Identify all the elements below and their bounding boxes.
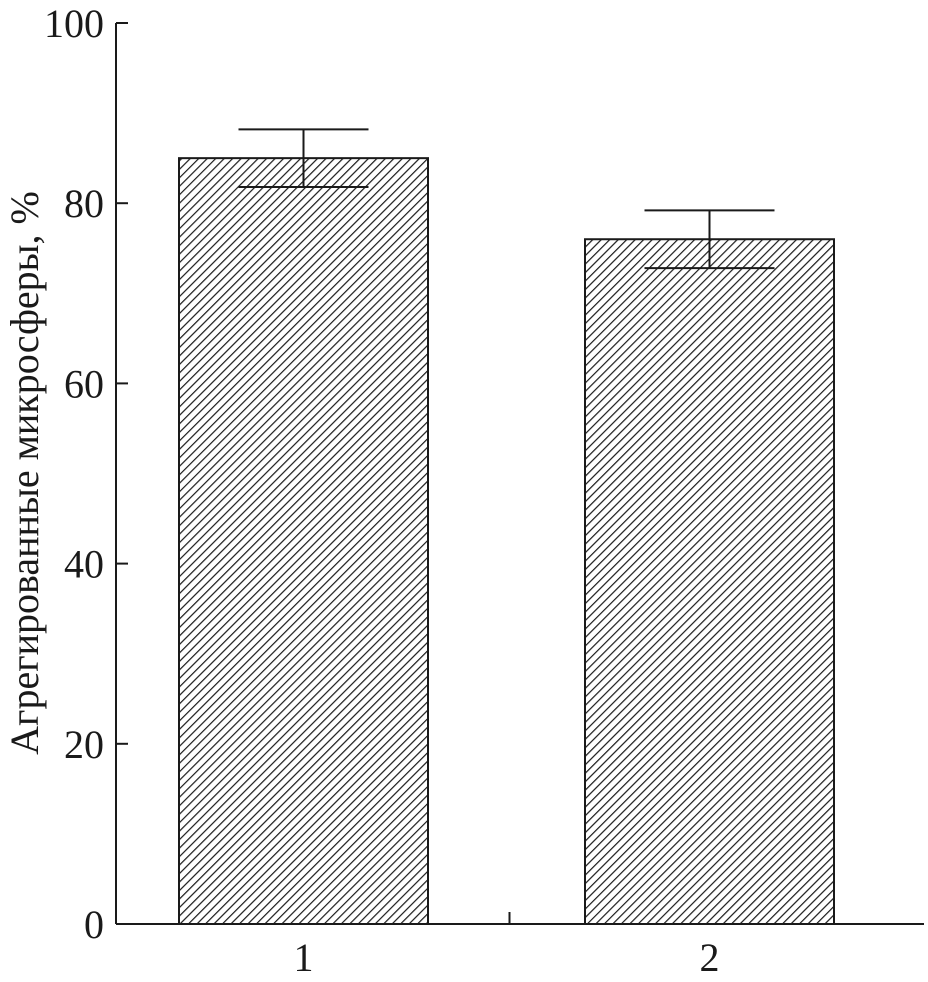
y-tick-label: 80 bbox=[64, 181, 104, 226]
bar-2 bbox=[585, 239, 834, 924]
y-tick-label: 60 bbox=[64, 361, 104, 406]
y-axis-title: Агрегированные микросферы, % bbox=[2, 191, 47, 755]
y-tick-label: 40 bbox=[64, 542, 104, 587]
y-tick-label: 0 bbox=[84, 902, 104, 947]
bar-1 bbox=[179, 158, 428, 924]
x-tick-label: 2 bbox=[700, 935, 720, 980]
x-tick-label: 1 bbox=[294, 935, 314, 980]
y-tick-label: 100 bbox=[44, 1, 104, 46]
plot-area: 0 20 40 60 80 100 1 2 bbox=[44, 1, 924, 980]
y-tick-label: 20 bbox=[64, 722, 104, 767]
